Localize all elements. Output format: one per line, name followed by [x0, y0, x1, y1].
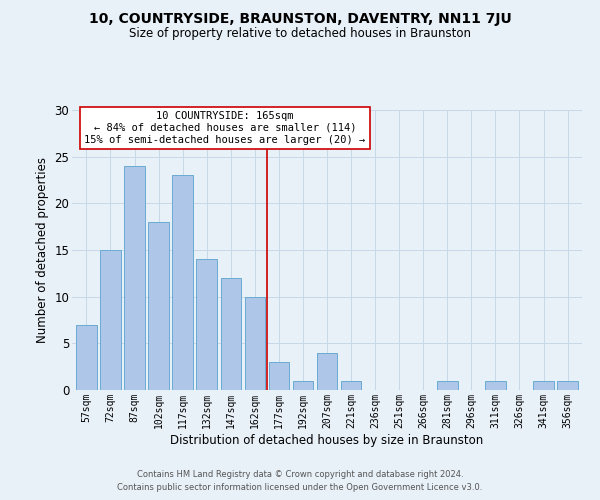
Bar [533, 380, 554, 390]
Bar [172, 176, 193, 390]
Bar [221, 278, 241, 390]
Bar [437, 380, 458, 390]
Bar [485, 380, 506, 390]
Bar [317, 352, 337, 390]
Bar [245, 296, 265, 390]
Bar [557, 380, 578, 390]
Text: Contains HM Land Registry data © Crown copyright and database right 2024.: Contains HM Land Registry data © Crown c… [137, 470, 463, 479]
Bar [124, 166, 145, 390]
Bar [341, 380, 361, 390]
Bar [100, 250, 121, 390]
Text: 10, COUNTRYSIDE, BRAUNSTON, DAVENTRY, NN11 7JU: 10, COUNTRYSIDE, BRAUNSTON, DAVENTRY, NN… [89, 12, 511, 26]
Bar [196, 260, 217, 390]
Text: 10 COUNTRYSIDE: 165sqm
← 84% of detached houses are smaller (114)
15% of semi-de: 10 COUNTRYSIDE: 165sqm ← 84% of detached… [85, 112, 365, 144]
Bar [76, 324, 97, 390]
X-axis label: Distribution of detached houses by size in Braunston: Distribution of detached houses by size … [170, 434, 484, 446]
Y-axis label: Number of detached properties: Number of detached properties [36, 157, 49, 343]
Bar [269, 362, 289, 390]
Text: Contains public sector information licensed under the Open Government Licence v3: Contains public sector information licen… [118, 484, 482, 492]
Bar [148, 222, 169, 390]
Text: Size of property relative to detached houses in Braunston: Size of property relative to detached ho… [129, 28, 471, 40]
Bar [293, 380, 313, 390]
